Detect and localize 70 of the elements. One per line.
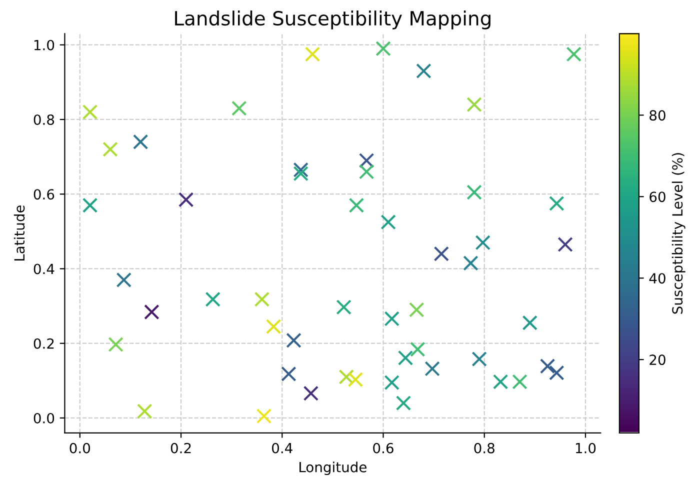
x-tick-label: 0.0 [70, 442, 90, 454]
point [434, 246, 450, 262]
point [281, 366, 296, 382]
y-tick-label: 0.2 [34, 338, 54, 349]
point [205, 292, 220, 307]
x-tick-label: 0.8 [474, 442, 494, 454]
point [304, 46, 320, 62]
point [512, 374, 528, 390]
point [566, 46, 582, 62]
color-bar-label: 60 [650, 192, 666, 202]
color-bar-title: Susceptibility Level (%) [672, 153, 686, 314]
color-bar-label: 80 [650, 110, 666, 121]
point [108, 336, 124, 352]
point [256, 408, 272, 424]
x-axis-title: Longitude [300, 462, 366, 476]
point [475, 234, 490, 250]
point [410, 342, 426, 357]
point [398, 350, 414, 366]
point [466, 96, 482, 112]
y-axis-title: Latitude [14, 205, 25, 261]
point [549, 196, 564, 212]
point [336, 300, 352, 315]
chart-title: Landslide Susceptibility Mapping [175, 10, 490, 30]
point [522, 315, 538, 330]
point [254, 292, 270, 307]
x-tick-label: 0.2 [170, 442, 191, 454]
point [466, 184, 482, 200]
point [549, 365, 564, 380]
point [376, 40, 391, 56]
y-tick-label: 0.0 [34, 412, 54, 424]
point [293, 162, 308, 178]
point [492, 374, 508, 390]
point [348, 372, 364, 388]
point [408, 302, 424, 318]
y-tick-label: 0.4 [34, 264, 54, 274]
point [416, 63, 432, 79]
point [178, 192, 194, 208]
y-tick-label: 0.8 [34, 114, 54, 125]
x-tick-label: 1.0 [576, 442, 596, 454]
y-tick-label: 1.0 [34, 40, 54, 50]
point [384, 311, 400, 326]
point [286, 332, 302, 348]
point [558, 236, 573, 252]
point [232, 100, 247, 116]
point [463, 256, 478, 271]
x-tick-label: 0.6 [373, 442, 394, 454]
point [358, 164, 374, 180]
point [303, 386, 319, 401]
point [136, 404, 152, 419]
x-tick-label: 0.4 [272, 442, 292, 454]
point [380, 214, 396, 230]
point [424, 361, 440, 376]
point [293, 166, 308, 182]
color-bar-label: 40 [649, 273, 666, 284]
color-bar-label: 20 [650, 354, 666, 366]
point [82, 198, 98, 213]
point [144, 304, 160, 320]
point [472, 351, 487, 367]
point [82, 104, 98, 120]
point [348, 198, 364, 213]
point [384, 374, 400, 390]
point [132, 134, 148, 150]
point [266, 318, 282, 334]
point [396, 395, 412, 411]
point [102, 142, 118, 157]
y-tick-label: 0.6 [34, 189, 54, 200]
point [540, 358, 556, 374]
point [358, 152, 374, 168]
point [116, 272, 132, 288]
point [338, 369, 354, 385]
